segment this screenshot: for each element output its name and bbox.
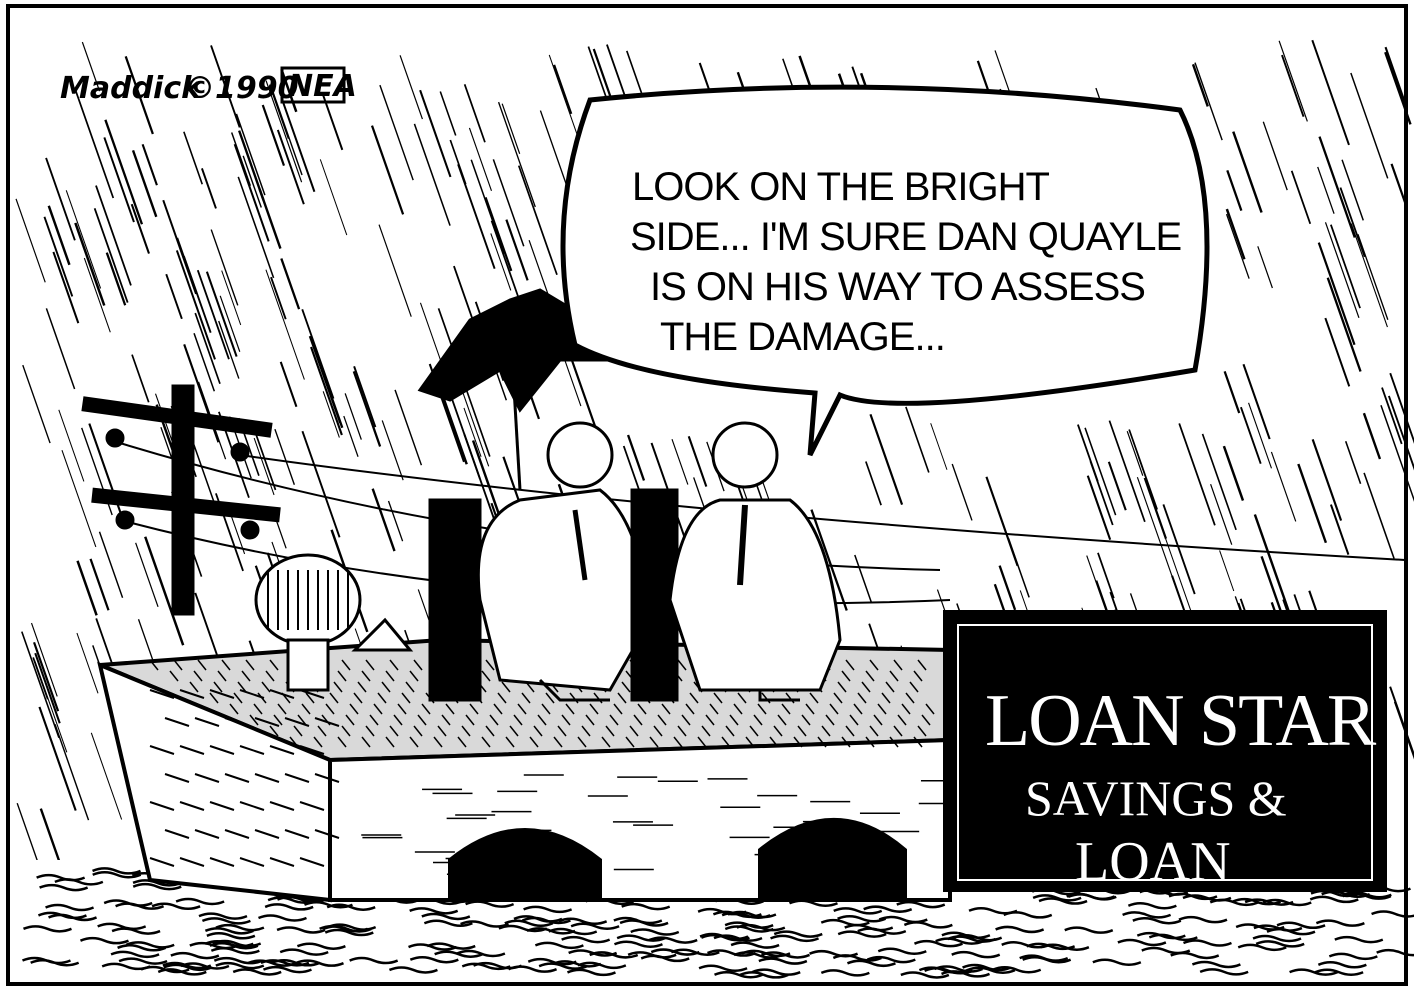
- bubble-line-2: SIDE... I'M SURE DAN QUAYLE: [630, 215, 1181, 259]
- sign-line-1: LOAN STAR: [985, 680, 1377, 762]
- roof-vent: [254, 553, 414, 692]
- svg-text:NEA: NEA: [288, 69, 357, 104]
- telephone-pole: [81, 384, 1406, 616]
- artist-signature: Maddick ©1990 NEA: [60, 66, 357, 106]
- arched-window-right: [758, 818, 907, 902]
- speech-bubble: LOOK ON THE BRIGHT SIDE... I'M SURE DAN …: [560, 84, 1210, 457]
- sign-line-2: SAVINGS &: [1025, 770, 1287, 826]
- arched-window-left: [448, 828, 602, 902]
- svg-text:Maddick: Maddick: [60, 71, 203, 106]
- man-talking: [630, 421, 842, 702]
- bubble-line-4: THE DAMAGE...: [660, 315, 945, 359]
- sign-line-3: LOAN: [1075, 831, 1231, 893]
- bubble-line-3: IS ON HIS WAY TO ASSESS: [650, 265, 1145, 309]
- svg-text:©1990: ©1990: [185, 71, 299, 106]
- loan-star-sign: LOAN STAR SAVINGS & LOAN: [943, 610, 1387, 893]
- bubble-line-1: LOOK ON THE BRIGHT: [632, 165, 1049, 209]
